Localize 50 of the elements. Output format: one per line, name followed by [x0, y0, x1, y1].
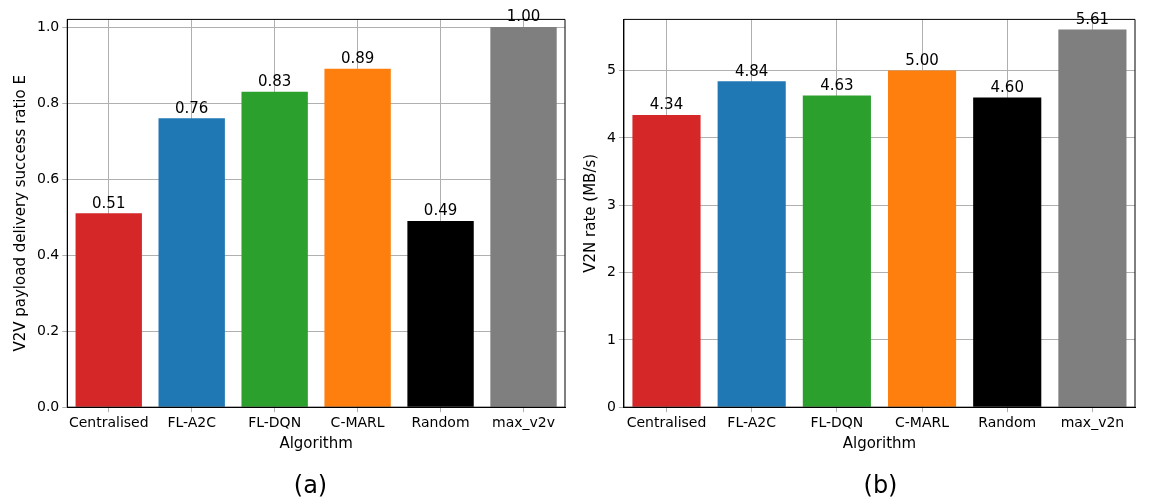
- data-label: 0.83: [257, 72, 292, 91]
- x-tick-label: FL-DQN: [248, 414, 302, 431]
- y-tick-label: 0: [606, 397, 616, 414]
- x-tick-label: C-MARL: [895, 414, 950, 431]
- x-tick-label: FL-DQN: [810, 414, 864, 431]
- y-tick-label: 3: [606, 195, 616, 212]
- y-tick-label: 0.2: [37, 321, 60, 338]
- x-tick-label: Centralised: [626, 414, 707, 431]
- bar: [75, 213, 142, 407]
- y-tick-label: 4: [606, 128, 616, 145]
- data-label: 0.89: [340, 49, 375, 68]
- y-axis-title: V2N rate (MB/s): [580, 153, 599, 273]
- y-tick-label: 0.4: [37, 245, 60, 262]
- y-tick-label: 2: [606, 263, 616, 280]
- x-tick-label: FL-A2C: [167, 414, 217, 431]
- bar: [632, 115, 701, 407]
- x-tick-label: Random: [978, 414, 1037, 431]
- bar: [158, 118, 225, 407]
- text: (a): [292, 471, 329, 499]
- x-tick-label: FL-A2C: [727, 414, 777, 431]
- x-tick-label: Random: [411, 414, 470, 431]
- y-tick-label: 1: [606, 330, 616, 347]
- x-axis-title: Algorithm: [279, 433, 353, 452]
- bar: [324, 68, 391, 407]
- x-tick-label: max_v2v: [492, 414, 556, 431]
- data-label: 4.60: [990, 77, 1024, 96]
- y-tick-label: 5: [606, 61, 616, 78]
- data-label: 4.34: [649, 95, 684, 114]
- bar: [490, 27, 557, 407]
- bar: [1058, 29, 1127, 407]
- data-label: 4.63: [820, 75, 854, 94]
- x-tick-label: max_v2n: [1060, 414, 1125, 431]
- y-tick-label: 0.8: [37, 93, 60, 110]
- bar: [802, 95, 871, 407]
- y-tick-label: 0.0: [37, 397, 60, 414]
- y-axis-title: V2V payload delivery success ratio E: [10, 75, 29, 352]
- data-label: 0.76: [175, 98, 209, 117]
- x-axis-title: Algorithm: [842, 433, 917, 452]
- x-tick-label: Centralised: [68, 414, 149, 431]
- x-tick-label: C-MARL: [330, 414, 385, 431]
- data-label: 0.51: [92, 193, 126, 212]
- bar: [241, 91, 308, 407]
- bar: [717, 81, 786, 407]
- data-label: 4.84: [734, 61, 769, 80]
- text: (b): [862, 471, 899, 499]
- y-tick-label: 0.6: [37, 169, 60, 186]
- bar: [887, 70, 957, 407]
- y-tick-label: 1.0: [37, 17, 60, 34]
- data-label: 5.00: [905, 50, 939, 69]
- data-label: 0.49: [423, 201, 458, 220]
